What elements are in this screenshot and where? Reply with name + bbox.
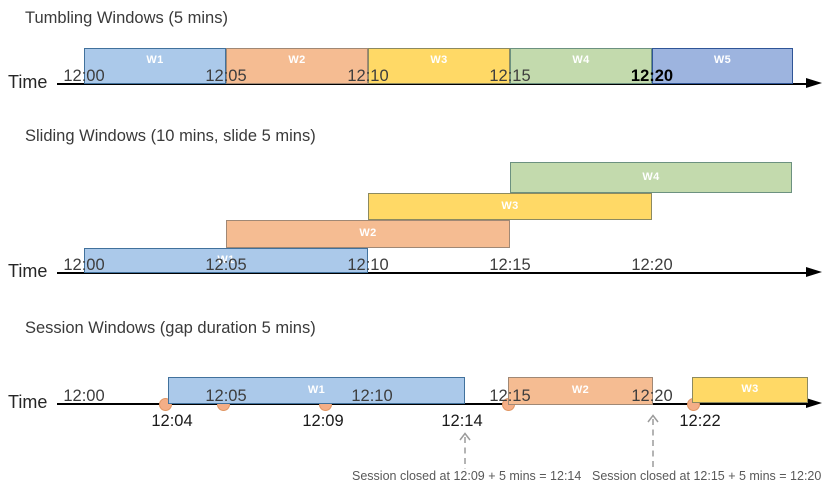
time-axis-line xyxy=(57,83,806,85)
time-axis-line xyxy=(57,403,806,405)
section-title: Sliding Windows (10 mins, slide 5 mins) xyxy=(25,127,316,145)
event-time-label: 12:22 xyxy=(679,412,721,430)
window-label: W4 xyxy=(572,54,590,66)
window-w4: W4 xyxy=(510,48,652,84)
tick-label: 12:00 xyxy=(63,67,105,85)
window-w5: W5 xyxy=(652,48,793,84)
tick-label: 12:15 xyxy=(489,67,531,85)
event-dot xyxy=(319,398,332,411)
window-label: W3 xyxy=(741,383,759,395)
time-axis-label: Time xyxy=(8,261,48,281)
window-label: W1 xyxy=(146,54,164,66)
window-label: W3 xyxy=(501,200,519,212)
tick-label: 12:10 xyxy=(351,387,393,405)
time-axis-arrowhead-icon xyxy=(806,397,822,408)
tick-label: 12:20 xyxy=(630,67,674,85)
window-w3: W3 xyxy=(692,377,808,403)
window-label: W1 xyxy=(307,384,326,396)
window-w1: W1 xyxy=(168,377,465,404)
window-label: W2 xyxy=(288,54,306,66)
tick-label: 12:15 xyxy=(489,256,531,274)
time-axis-arrowhead-icon xyxy=(806,77,822,88)
tick-label: 12:20 xyxy=(631,387,673,405)
window-label: W5 xyxy=(713,54,732,66)
tick-label: 12:10 xyxy=(347,256,389,274)
section-title: Session Windows (gap duration 5 mins) xyxy=(25,319,316,337)
window-w2: W2 xyxy=(226,220,510,248)
tick-label: 12:00 xyxy=(63,256,105,274)
window-label: W3 xyxy=(430,54,448,66)
tick-label: 12:00 xyxy=(63,387,105,405)
window-label: W2 xyxy=(359,227,377,239)
tick-label: 12:05 xyxy=(205,67,247,85)
window-w1: W1 xyxy=(84,248,368,273)
section-title: Tumbling Windows (5 mins) xyxy=(25,9,228,27)
event-dot xyxy=(687,398,700,411)
time-axis-label: Time xyxy=(8,392,48,412)
event-time-label: 12:04 xyxy=(151,412,193,430)
event-dot xyxy=(502,398,515,411)
time-axis-line xyxy=(57,272,806,274)
event-dot xyxy=(159,398,172,411)
event-dot xyxy=(217,398,230,411)
time-axis-label: Time xyxy=(8,72,48,92)
tick-label: 12:05 xyxy=(205,256,247,274)
window-label: W4 xyxy=(642,171,660,183)
event-time-label: 12:14 xyxy=(441,412,483,430)
session-closed-annotation: Session closed at 12:15 + 5 mins = 12:20 xyxy=(592,469,822,483)
event-time-label: 12:09 xyxy=(302,412,344,430)
tick-label: 12:05 xyxy=(205,387,247,405)
window-w1: W1 xyxy=(84,48,226,84)
window-w3: W3 xyxy=(368,193,652,220)
window-w4: W4 xyxy=(510,162,792,193)
tick-label: 12:15 xyxy=(489,387,531,405)
time-axis-arrowhead-icon xyxy=(806,266,822,277)
dashed-up-arrow-icon xyxy=(646,413,660,469)
window-w2: W2 xyxy=(508,377,653,405)
window-label: W2 xyxy=(571,384,590,396)
tick-label: 12:10 xyxy=(347,67,389,85)
window-w2: W2 xyxy=(226,48,368,84)
window-label: W1 xyxy=(217,254,235,266)
dashed-up-arrow-icon xyxy=(458,431,472,471)
window-w3: W3 xyxy=(368,48,510,84)
tick-label: 12:20 xyxy=(631,256,673,274)
session-closed-annotation: Session closed at 12:09 + 5 mins = 12:14 xyxy=(352,469,582,483)
